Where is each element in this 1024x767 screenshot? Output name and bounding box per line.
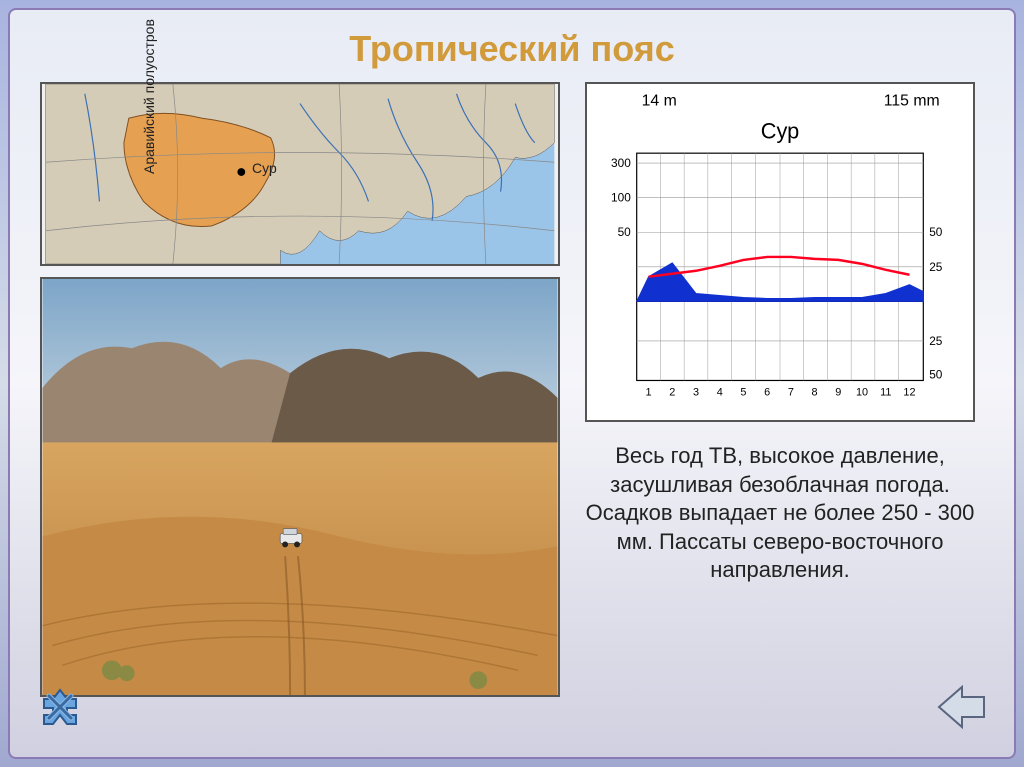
- svg-text:50: 50: [618, 225, 632, 239]
- svg-text:1: 1: [646, 386, 652, 398]
- svg-text:9: 9: [835, 386, 841, 398]
- svg-text:3: 3: [693, 386, 699, 398]
- svg-text:5: 5: [740, 386, 746, 398]
- back-button[interactable]: [934, 682, 989, 732]
- desert-photo: [40, 277, 560, 697]
- chart-precip-total-text: 115 mm: [884, 93, 940, 110]
- svg-text:50: 50: [929, 225, 943, 239]
- page-title: Тропический пояс: [10, 10, 1014, 82]
- svg-text:7: 7: [788, 386, 794, 398]
- chart-station-text: Сур: [761, 118, 799, 143]
- svg-text:25: 25: [929, 260, 943, 274]
- back-arrow-icon: [934, 682, 989, 732]
- svg-text:2: 2: [669, 386, 675, 398]
- map-panel: Аравийский полуостров Сур: [40, 82, 560, 266]
- svg-text:6: 6: [764, 386, 770, 398]
- description-text: Весь год ТВ, высокое давление, засушлива…: [585, 442, 975, 585]
- map-region-label: Аравийский полуостров: [142, 19, 157, 174]
- svg-text:8: 8: [812, 386, 818, 398]
- close-icon: [35, 682, 85, 732]
- svg-text:300: 300: [611, 156, 631, 170]
- svg-text:10: 10: [856, 386, 868, 398]
- svg-text:50: 50: [929, 367, 943, 381]
- close-button[interactable]: [35, 682, 85, 732]
- map-svg: [42, 84, 558, 264]
- svg-text:11: 11: [880, 386, 891, 398]
- climate-chart: 14 m 115 mm Сур: [585, 82, 975, 422]
- svg-text:4: 4: [717, 386, 723, 398]
- climate-chart-svg: 14 m 115 mm Сур: [587, 84, 973, 420]
- svg-text:25: 25: [929, 334, 943, 348]
- svg-text:100: 100: [611, 191, 631, 205]
- chart-altitude-text: 14 m: [642, 93, 677, 110]
- svg-text:12: 12: [903, 386, 915, 398]
- map-city-label: Сур: [252, 160, 277, 176]
